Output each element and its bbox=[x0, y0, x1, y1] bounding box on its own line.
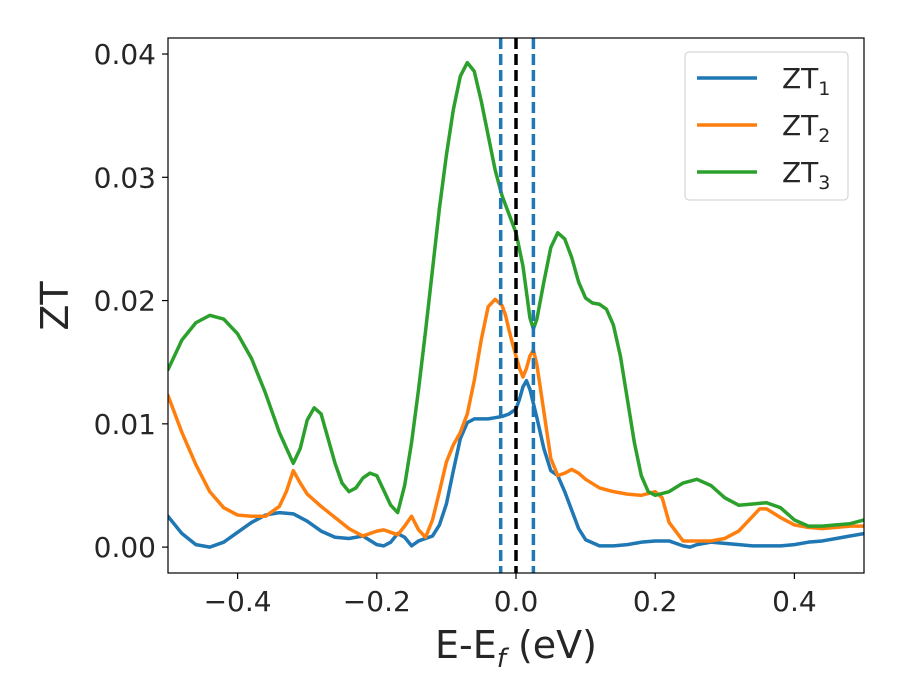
x-tick-label: 0.0 bbox=[494, 585, 539, 618]
y-tick-label: 0.00 bbox=[94, 531, 156, 564]
series-lines bbox=[168, 60, 864, 549]
y-tick-label: 0.03 bbox=[94, 161, 156, 194]
legend-label-zt3: ZT3 bbox=[782, 156, 830, 194]
x-axis-label: E-Ef (eV) bbox=[435, 623, 597, 674]
series-line-zt2 bbox=[168, 297, 864, 543]
x-tick-label: −0.2 bbox=[343, 585, 411, 618]
x-tick-label: −0.4 bbox=[204, 585, 272, 618]
legend: ZT1 ZT2 ZT3 bbox=[684, 51, 849, 201]
fermi-markers bbox=[498, 38, 536, 573]
y-tick-label: 0.01 bbox=[94, 408, 156, 441]
y-tick-label: 0.02 bbox=[94, 285, 156, 318]
x-axis-label-suffix: (eV) bbox=[506, 623, 597, 667]
legend-label-zt1: ZT1 bbox=[782, 62, 830, 100]
y-axis-ticks: 0.00 0.01 0.02 0.03 0.04 bbox=[94, 38, 168, 564]
y-tick-label: 0.04 bbox=[94, 38, 156, 71]
legend-box bbox=[684, 51, 849, 201]
x-axis-label-main: E-E bbox=[435, 623, 497, 667]
legend-label-zt2: ZT2 bbox=[782, 109, 830, 147]
series-line-zt3 bbox=[168, 60, 864, 528]
y-axis-label: ZT bbox=[33, 281, 77, 331]
x-tick-label: 0.4 bbox=[772, 585, 817, 618]
x-tick-label: 0.2 bbox=[633, 585, 678, 618]
series-line-zt1 bbox=[168, 378, 864, 549]
x-axis-ticks: −0.4 −0.2 0.0 0.2 0.4 bbox=[204, 573, 817, 618]
